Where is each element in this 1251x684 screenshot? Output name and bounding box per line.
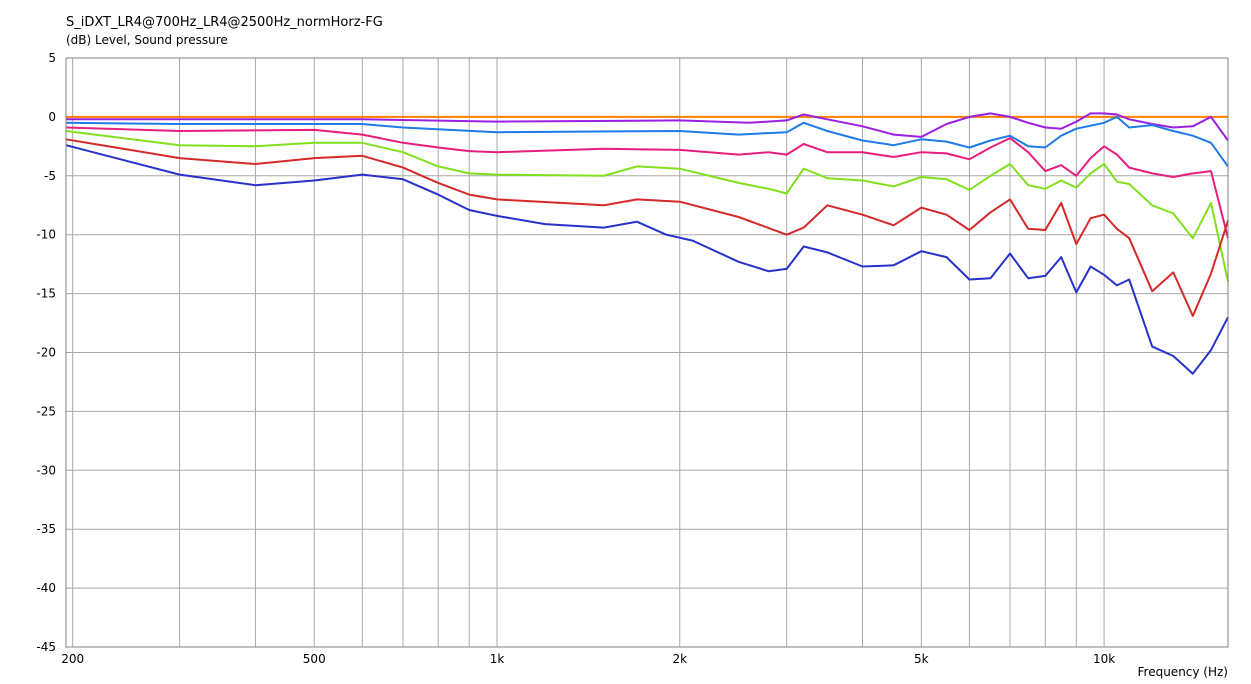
x-tick-labels: 200 500 1k 2k 5k 10k [61,652,1115,666]
y-tick-label: -5 [44,169,56,183]
x-tick-label: 200 [61,652,84,666]
y-tick-label: -35 [36,522,56,536]
x-axis-label: Frequency (Hz) [1138,665,1229,679]
y-axis-label: (dB) Level, Sound pressure [66,33,228,47]
series-line-5 [65,130,1229,283]
y-tick-label: 5 [48,51,56,65]
x-tick-label: 1k [490,652,505,666]
x-tick-label: 5k [914,652,929,666]
y-tick-label: -15 [36,287,56,301]
series-line-3 [65,115,1229,167]
y-tick-label: -45 [36,640,56,654]
x-tick-label: 500 [303,652,326,666]
y-tick-label: -40 [36,581,56,595]
y-tick-label: -20 [36,346,56,360]
series-group [65,112,1229,375]
series-line-2 [66,112,1229,142]
y-tick-label: -10 [36,228,56,242]
x-tick-label: 2k [672,652,687,666]
series-line-7 [65,144,1229,375]
y-tick-label: -25 [36,404,56,418]
y-tick-labels: 5 0 -5 -10 -15 -20 -25 -30 -35 -40 -45 [36,51,56,654]
x-tick-label: 10k [1093,652,1115,666]
y-tick-label: -30 [36,463,56,477]
series-line-6 [65,138,1229,317]
plot-frame [65,57,1229,648]
series-line-4 [65,126,1229,239]
chart-title: S_iDXT_LR4@700Hz_LR4@2500Hz_normHorz-FG [66,15,383,30]
y-tick-label: 0 [48,110,56,124]
